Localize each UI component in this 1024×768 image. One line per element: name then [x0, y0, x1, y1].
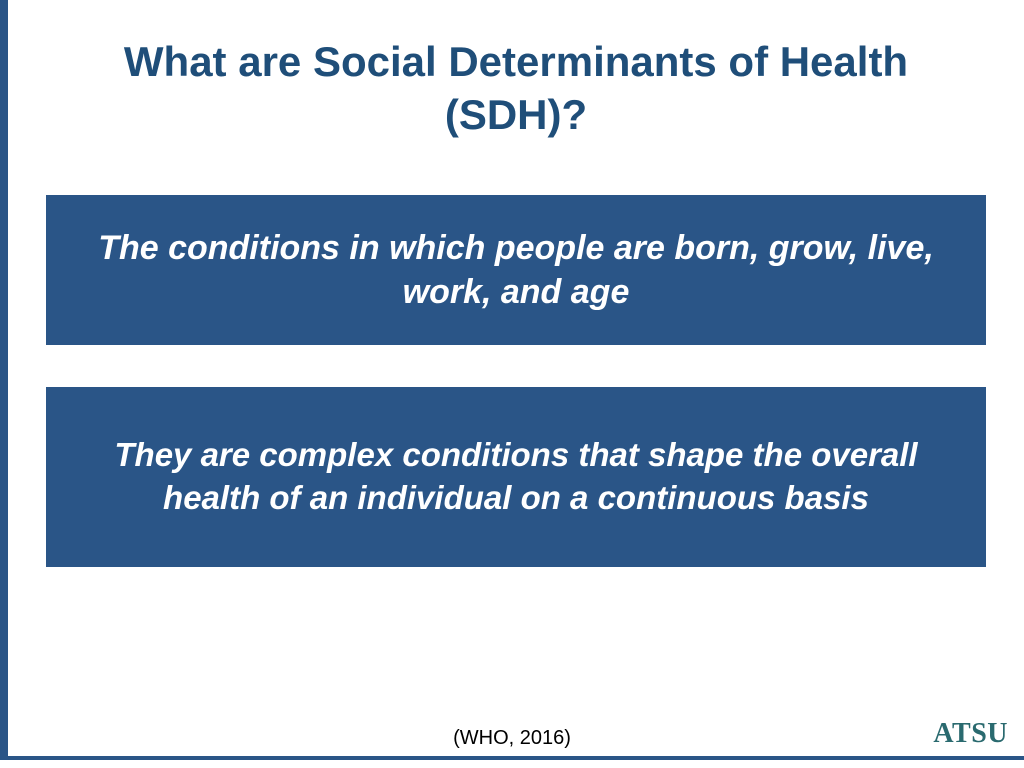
atsu-logo: ATSU	[933, 718, 1008, 750]
citation-text: (WHO, 2016)	[0, 727, 1024, 750]
left-accent-bar	[0, 0, 8, 760]
slide-title: What are Social Determinants of Health (…	[76, 36, 956, 141]
bottom-accent-bar	[0, 756, 1024, 760]
definition-box-2: They are complex conditions that shape t…	[46, 387, 986, 567]
definition-text-1: The conditions in which people are born,…	[76, 226, 956, 314]
definition-text-2: They are complex conditions that shape t…	[76, 434, 956, 520]
slide-content: What are Social Determinants of Health (…	[8, 0, 1024, 756]
definition-box-1: The conditions in which people are born,…	[46, 195, 986, 345]
